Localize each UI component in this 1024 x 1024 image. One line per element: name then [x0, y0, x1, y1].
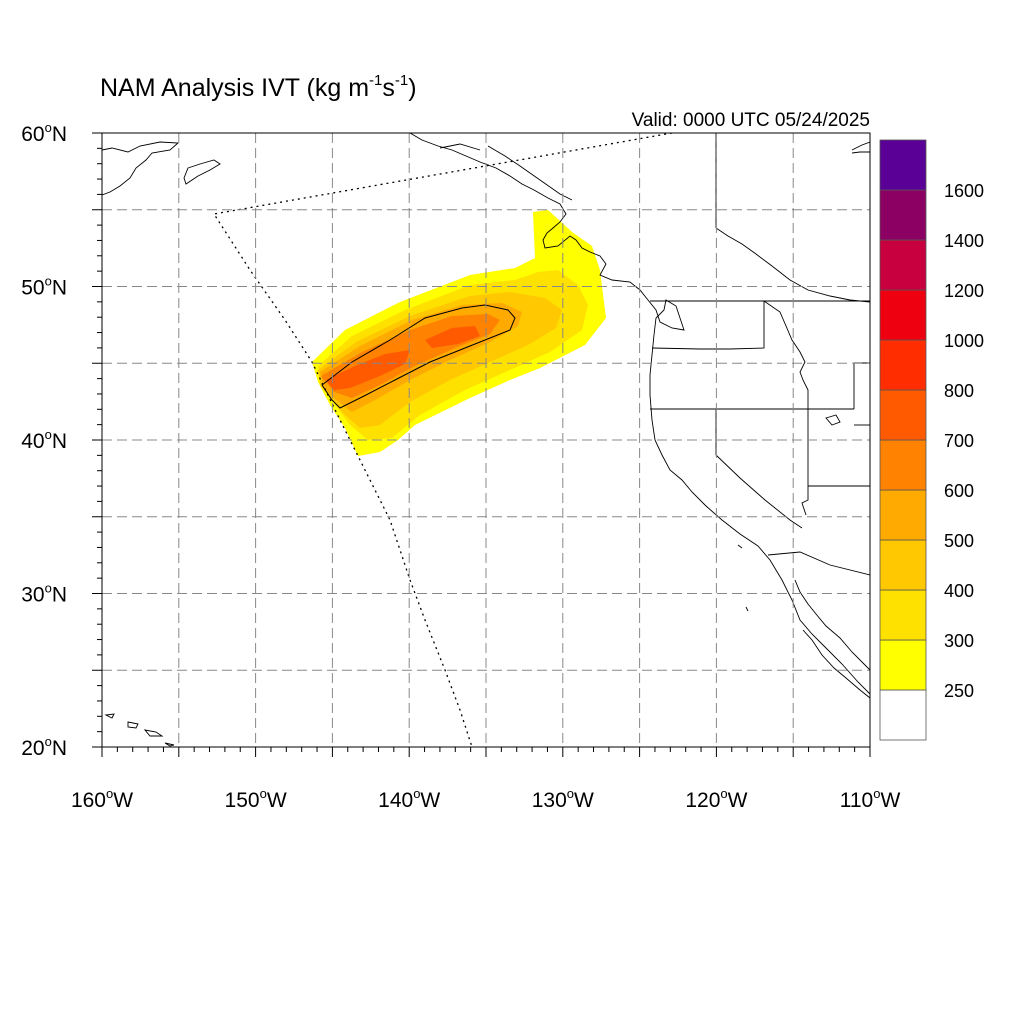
colorbar-box — [879, 289, 927, 341]
coastlines — [102, 133, 870, 747]
colorbar-box — [879, 539, 927, 591]
map-panel — [102, 133, 870, 747]
colorbar-label: 300 — [944, 631, 974, 651]
colorbar-label: 800 — [944, 381, 974, 401]
lat-label: 30oN — [21, 581, 67, 607]
latitude-labels: 60oN 50oN 40oN 30oN 20oN — [21, 120, 67, 760]
colorbar-label: 1400 — [944, 231, 984, 251]
lon-label: 150oW — [225, 786, 287, 812]
colorbar-box — [879, 639, 927, 691]
valid-time-label: Valid: 0000 UTC 05/24/2025 — [631, 110, 870, 131]
colorbar-label: 500 — [944, 531, 974, 551]
axis-ticks — [92, 132, 871, 757]
colorbar-label: 1000 — [944, 331, 984, 351]
longitude-labels: 160oW 150oW 140oW 130oW 120oW 110oW — [71, 786, 901, 812]
ivt-500-contour — [321, 304, 516, 409]
colorbar-box — [879, 589, 927, 641]
colorbar-box — [879, 389, 927, 441]
colorbar-box — [879, 489, 927, 541]
colorbar-box — [879, 689, 927, 741]
graticule — [102, 133, 870, 747]
lat-label: 50oN — [21, 274, 67, 300]
lon-label: 140oW — [378, 786, 440, 812]
colorbar-label: 600 — [944, 481, 974, 501]
lat-label: 60oN — [21, 120, 67, 146]
lat-label: 40oN — [21, 427, 67, 453]
colorbar-label: 1600 — [944, 181, 984, 201]
lon-label: 120oW — [685, 786, 747, 812]
colorbar-box — [879, 189, 927, 241]
chart-title: NAM Analysis IVT (kg m-1s-1) — [100, 72, 417, 102]
lat-label: 20oN — [21, 734, 67, 760]
model-domain-boundary — [212, 133, 673, 747]
colorbar-label: 250 — [944, 681, 974, 701]
lon-label: 110oW — [840, 786, 901, 812]
lon-label: 130oW — [532, 786, 594, 812]
colorbar-labels: 250 300 400 500 600 700 800 1000 1200 1400 1600 — [944, 181, 984, 701]
ivt-colorbar — [879, 139, 927, 741]
colorbar-box — [879, 139, 927, 191]
ivt-700-800-core — [425, 326, 480, 348]
colorbar-label: 1200 — [944, 281, 984, 301]
colorbar-box — [879, 439, 927, 491]
colorbar-box — [879, 339, 927, 391]
colorbar-box — [879, 239, 927, 291]
colorbar-label: 400 — [944, 581, 974, 601]
colorbar-label: 700 — [944, 431, 974, 451]
lon-label: 160oW — [71, 786, 133, 812]
ivt-700-800 — [326, 350, 410, 390]
ivt-field — [312, 210, 606, 456]
